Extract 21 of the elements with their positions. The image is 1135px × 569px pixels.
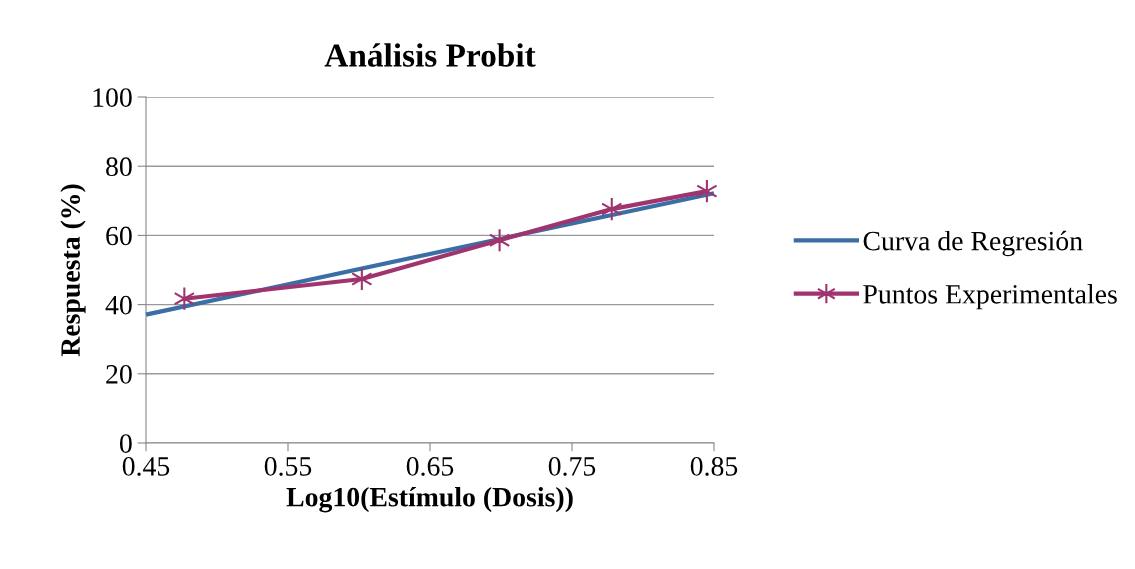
y-axis-title: Respuesta (%) (60, 184, 86, 357)
y-tick-label: 0 (119, 434, 132, 453)
y-tick-label: 20 (106, 364, 132, 384)
legend-label: Puntos Experimentales (863, 284, 1117, 310)
chart-title: Análisis Probit (324, 43, 536, 67)
x-tick-label: 0.55 (264, 457, 312, 476)
x-axis-title: Log10(Estímulo (Dosis)) (286, 486, 573, 513)
point (696, 178, 718, 204)
x-tick-label: 0.75 (548, 457, 596, 476)
y-tick-label: 40 (105, 295, 132, 315)
y-tick-label: 60 (106, 226, 132, 246)
point (173, 286, 195, 311)
x-tick-label: 0.85 (690, 457, 738, 476)
point (351, 266, 373, 292)
y-tick-label: 100 (93, 88, 132, 107)
point (601, 196, 623, 222)
x-tick-label: 0.65 (406, 457, 454, 476)
y-tick-label: 80 (106, 157, 132, 177)
point (488, 228, 511, 253)
legend-label: Curva de Regresión (863, 230, 1083, 257)
x-tick-label: 0.45 (122, 457, 170, 476)
